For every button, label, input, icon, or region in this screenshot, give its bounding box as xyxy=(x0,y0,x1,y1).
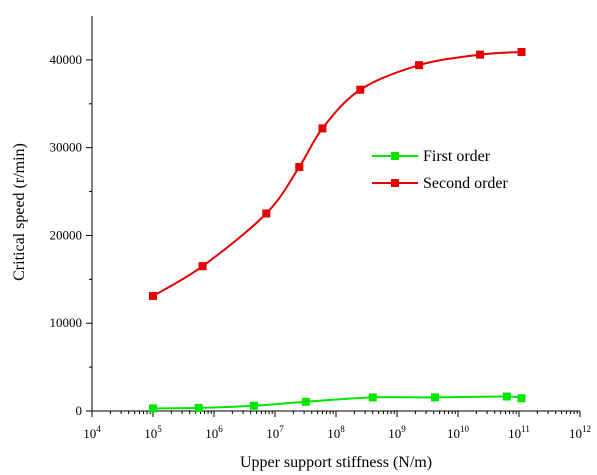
y-tick-label: 0 xyxy=(76,403,83,418)
x-axis-title: Upper support stiffness (N/m) xyxy=(240,454,432,471)
second-order-marker xyxy=(517,47,526,56)
x-tick-label: 1012 xyxy=(569,424,591,441)
second-order-line xyxy=(152,50,522,297)
second-order-legend-label: Second order xyxy=(423,175,509,192)
first-order-marker xyxy=(431,393,440,402)
x-tick-label: 106 xyxy=(205,424,223,441)
y-tick-label: 20000 xyxy=(50,227,83,242)
x-tick-label: 1011 xyxy=(508,424,530,441)
second-order-marker xyxy=(318,124,327,133)
x-tick-label: 109 xyxy=(388,424,406,441)
second-order-marker xyxy=(262,209,271,218)
first-order-legend-label: First order xyxy=(423,148,491,165)
first-order-line xyxy=(152,395,522,410)
first-order-marker xyxy=(249,401,258,410)
second-order-marker xyxy=(356,85,365,94)
second-order-legend-marker xyxy=(391,179,399,187)
y-axis-ticks: 0 10000 20000 30000 40000 xyxy=(50,52,92,418)
first-order-marker xyxy=(149,404,157,413)
axes xyxy=(91,16,580,412)
second-order-marker xyxy=(149,292,157,301)
first-order-marker xyxy=(368,393,377,402)
y-axis-title: Critical speed (r/min) xyxy=(11,143,28,281)
x-axis-ticks: 104 105 106 107 108 109 1010 1011 1012 xyxy=(83,411,591,441)
second-order-series xyxy=(149,47,526,301)
x-tick-label: 105 xyxy=(144,424,162,441)
second-order-marker xyxy=(295,162,304,171)
first-order-marker xyxy=(301,397,310,406)
second-order-marker xyxy=(198,262,207,271)
x-tick-label: 107 xyxy=(266,424,284,441)
series-layer xyxy=(149,47,526,413)
x-tick-label: 108 xyxy=(327,424,345,441)
first-order-series xyxy=(149,392,526,413)
second-order-marker xyxy=(476,50,485,59)
y-tick-label: 40000 xyxy=(50,52,83,67)
x-tick-label: 1010 xyxy=(447,424,470,441)
first-order-marker xyxy=(502,392,511,401)
first-order-legend-marker xyxy=(391,152,399,160)
y-tick-label: 10000 xyxy=(50,315,83,330)
x-tick-label: 104 xyxy=(83,424,101,441)
second-order-marker xyxy=(415,61,424,70)
legend: First order Second order xyxy=(372,148,509,192)
first-order-marker xyxy=(194,403,203,412)
first-order-marker xyxy=(517,394,526,403)
y-tick-label: 30000 xyxy=(50,140,83,155)
